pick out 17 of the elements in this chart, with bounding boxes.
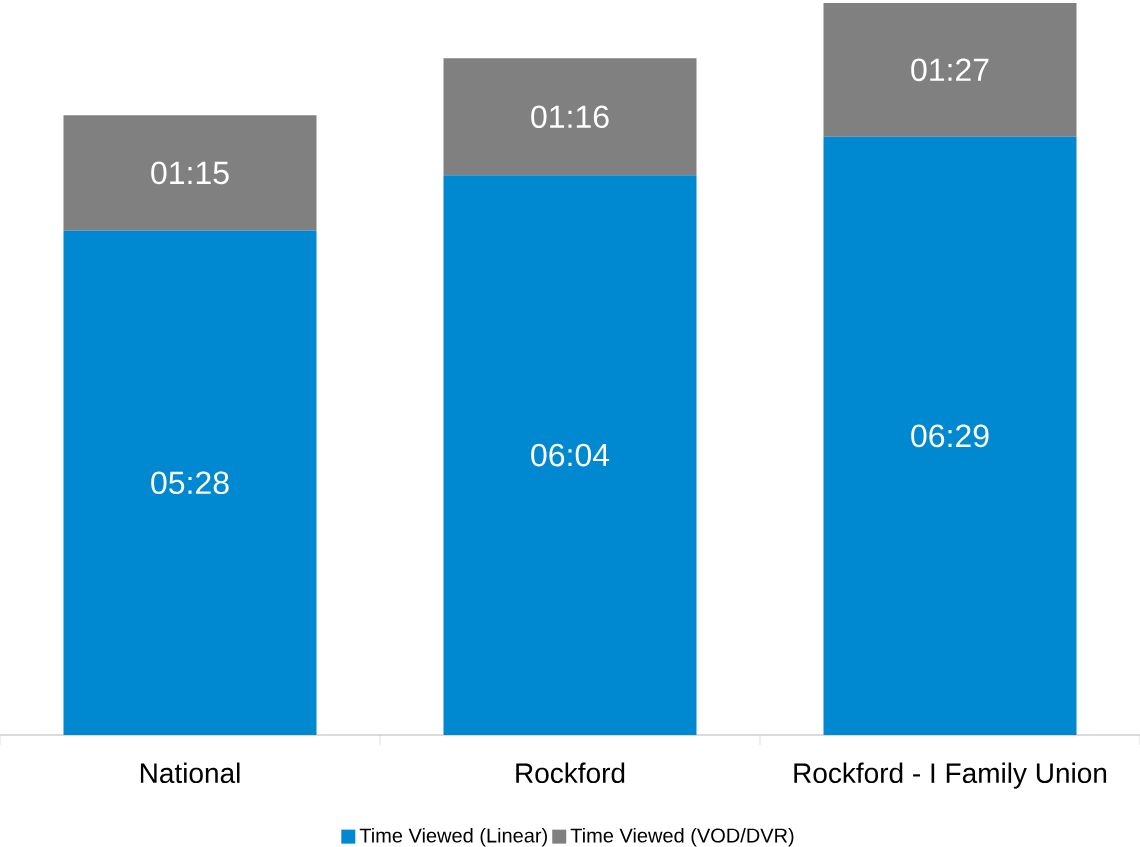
data-label: 05:28 <box>151 471 229 495</box>
bar <box>443 175 697 735</box>
bar <box>443 58 697 176</box>
bar <box>823 136 1077 735</box>
data-label: 06:29 <box>911 424 989 448</box>
legend-label: Time Viewed (Linear) <box>359 827 547 847</box>
data-label: 06:04 <box>531 443 610 467</box>
x-tick-label: National <box>140 762 240 784</box>
data-label: 01:16 <box>531 105 609 129</box>
bar <box>63 230 317 735</box>
legend-label: Time Viewed (VOD/DVR) <box>570 827 794 847</box>
x-tick-label: Rockford - I Family Union <box>794 762 1107 789</box>
x-tick-label: Rockford <box>516 762 625 784</box>
bar <box>63 115 317 231</box>
data-label: 01:15 <box>151 161 229 185</box>
data-label: 01:27 <box>911 58 989 82</box>
bar <box>823 2 1077 137</box>
